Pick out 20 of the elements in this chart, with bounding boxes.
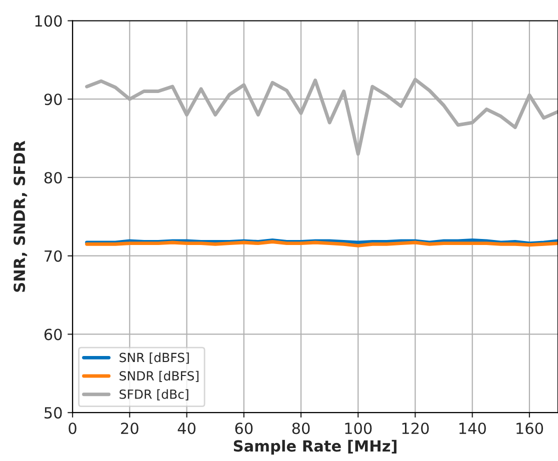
x-tick-label: 40 xyxy=(178,422,196,434)
legend-label: SNDR [dBFS] xyxy=(120,370,198,382)
x-tick-label: 140 xyxy=(459,422,486,434)
x-tick-label: 0 xyxy=(68,422,76,434)
y-tick-label: 100 xyxy=(35,15,62,27)
x-tick-label: 160 xyxy=(516,422,544,434)
y-tick-label: 60 xyxy=(44,328,62,340)
legend-label: SFDR [dBc] xyxy=(120,389,188,400)
x-axis-title: Sample Rate [MHz] xyxy=(234,440,396,455)
x-tick-label: 120 xyxy=(402,422,429,434)
x-tick-label: 80 xyxy=(292,422,310,434)
y-axis-title: SNR, SNDR, SFDR xyxy=(14,140,28,292)
y-tick-label: 50 xyxy=(44,407,62,419)
x-tick-label: 100 xyxy=(345,422,372,434)
legend-label: SNR [dBFS] xyxy=(120,352,189,364)
x-tick-label: 60 xyxy=(235,422,253,434)
x-tick-label: 20 xyxy=(121,422,138,434)
y-tick-label: 70 xyxy=(44,250,62,262)
y-tick-label: 90 xyxy=(44,94,62,106)
y-tick-label: 80 xyxy=(44,172,62,184)
